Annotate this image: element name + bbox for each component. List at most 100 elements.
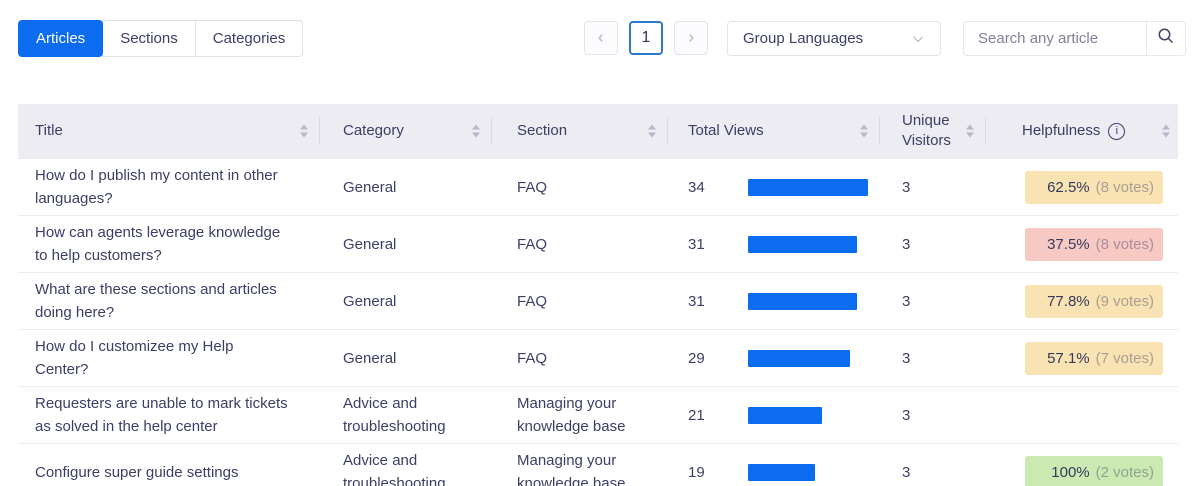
total-views-value: 34: [688, 178, 705, 196]
section-cell: Managing your knowledge base: [492, 387, 668, 443]
helpfulness-cell: 100% (2 votes): [986, 451, 1182, 486]
articles-table: Title Category Section Total Views Unique Vi…: [18, 104, 1178, 486]
section-value: FAQ: [517, 235, 548, 253]
unique-visitors-value: 3: [902, 235, 911, 253]
column-label: Unique Visitors: [902, 112, 951, 149]
column-header-unique-visitors[interactable]: Unique Visitors: [880, 104, 986, 158]
tab-categories[interactable]: Categories: [194, 20, 304, 57]
article-title-cell: How do I publish my content in other lan…: [18, 159, 320, 215]
unique-visitors-value: 3: [902, 406, 911, 424]
category-value: General: [343, 178, 397, 196]
unique-visitors-cell: 3: [880, 285, 986, 318]
sort-icon[interactable]: [300, 124, 308, 138]
column-header-total-views[interactable]: Total Views: [668, 104, 880, 158]
current-page-button[interactable]: 1: [629, 21, 663, 55]
helpfulness-votes: (8 votes): [1095, 178, 1154, 196]
category-value: General: [343, 292, 397, 310]
tab-label: Articles: [36, 30, 86, 47]
article-title-cell: What are these sections and articles doi…: [18, 273, 320, 329]
article-title-link[interactable]: How do I publish my content in other lan…: [35, 167, 278, 207]
table-row: What are these sections and articles doi…: [18, 273, 1178, 330]
unique-visitors-value: 3: [902, 463, 911, 481]
helpfulness-percent: 37.5%: [1047, 235, 1090, 253]
helpfulness-badge: 57.1% (7 votes): [1025, 341, 1163, 375]
sort-icon[interactable]: [966, 124, 974, 138]
table-row: How do I customizee my Help Center? Gener…: [18, 330, 1178, 387]
helpfulness-percent: 62.5%: [1047, 178, 1090, 196]
total-views-cell: 34: [668, 171, 880, 204]
table-row: How can agents leverage knowledge to hel…: [18, 216, 1178, 273]
column-header-title[interactable]: Title: [18, 104, 320, 158]
section-value: FAQ: [517, 178, 548, 196]
next-page-button[interactable]: [674, 21, 708, 55]
helpfulness-percent: 100%: [1051, 463, 1090, 481]
search-input[interactable]: [964, 22, 1146, 55]
total-views-cell: 19: [668, 456, 880, 486]
category-cell: General: [320, 342, 492, 375]
table-body: How do I publish my content in other lan…: [18, 158, 1178, 486]
column-label: Title: [35, 122, 63, 139]
unique-visitors-cell: 3: [880, 228, 986, 261]
category-cell: General: [320, 228, 492, 261]
article-title-link[interactable]: How can agents leverage knowledge to hel…: [35, 224, 281, 264]
table-row: How do I publish my content in other lan…: [18, 159, 1178, 216]
category-cell: General: [320, 285, 492, 318]
chevron-left-icon: [595, 32, 607, 44]
tab-sections[interactable]: Sections: [102, 20, 196, 57]
column-header-section[interactable]: Section: [492, 104, 668, 158]
helpfulness-badge: 62.5% (8 votes): [1025, 170, 1163, 204]
sort-icon[interactable]: [472, 124, 480, 138]
total-views-value: 29: [688, 349, 705, 367]
unique-visitors-value: 3: [902, 349, 911, 367]
views-bar: [748, 178, 868, 196]
pagination: 1: [584, 21, 708, 55]
tab-label: Categories: [212, 30, 286, 47]
section-value: FAQ: [517, 349, 548, 367]
search-button[interactable]: [1147, 22, 1185, 55]
helpfulness-votes: (9 votes): [1095, 292, 1154, 310]
sort-icon[interactable]: [648, 124, 656, 138]
column-label: Helpfulness: [1022, 122, 1101, 139]
helpfulness-votes: (8 votes): [1095, 235, 1154, 253]
prev-page-button[interactable]: [584, 21, 618, 55]
unique-visitors-value: 3: [902, 178, 911, 196]
category-cell: Advice and troubleshooting: [320, 387, 492, 443]
total-views-value: 21: [688, 406, 705, 424]
helpfulness-badge: 77.8% (9 votes): [1025, 284, 1163, 318]
views-bar: [748, 349, 850, 367]
helpfulness-percent: 77.8%: [1047, 292, 1090, 310]
article-title-link[interactable]: What are these sections and articles doi…: [35, 281, 277, 321]
table-row: Configure super guide settings Advice and…: [18, 444, 1178, 486]
group-languages-select[interactable]: Group Languages: [727, 21, 941, 56]
views-bar: [748, 292, 857, 310]
column-label: Category: [343, 122, 404, 139]
helpfulness-votes: (7 votes): [1095, 349, 1154, 367]
info-icon[interactable]: [1108, 122, 1126, 140]
chevron-down-icon: [911, 34, 925, 44]
total-views-cell: 21: [668, 399, 880, 432]
category-value: Advice and troubleshooting: [343, 395, 446, 435]
tab-articles[interactable]: Articles: [18, 20, 104, 57]
helpfulness-cell: 77.8% (9 votes): [986, 280, 1182, 323]
article-title-link[interactable]: Configure super guide settings: [35, 463, 239, 481]
category-value: General: [343, 349, 397, 367]
total-views-cell: 31: [668, 285, 880, 318]
sort-icon[interactable]: [860, 124, 868, 138]
current-page-number: 1: [641, 29, 651, 46]
section-cell: FAQ: [492, 342, 668, 375]
unique-visitors-value: 3: [902, 292, 911, 310]
column-header-helpfulness[interactable]: Helpfulness: [986, 104, 1182, 158]
sort-icon[interactable]: [1162, 124, 1170, 138]
article-title-link[interactable]: Requesters are unable to mark tickets as…: [35, 395, 288, 435]
chevron-right-icon: [685, 32, 697, 44]
column-header-category[interactable]: Category: [320, 104, 492, 158]
section-cell: FAQ: [492, 285, 668, 318]
helpfulness-badge: 100% (2 votes): [1025, 455, 1163, 486]
total-views-cell: 29: [668, 342, 880, 375]
section-value: Managing your knowledge base: [517, 452, 626, 486]
article-title-cell: How do I customizee my Help Center?: [18, 330, 320, 386]
helpfulness-votes: (2 votes): [1095, 463, 1154, 481]
article-title-cell: How can agents leverage knowledge to hel…: [18, 216, 320, 272]
total-views-value: 31: [688, 235, 705, 253]
article-title-link[interactable]: How do I customizee my Help Center?: [35, 338, 234, 378]
